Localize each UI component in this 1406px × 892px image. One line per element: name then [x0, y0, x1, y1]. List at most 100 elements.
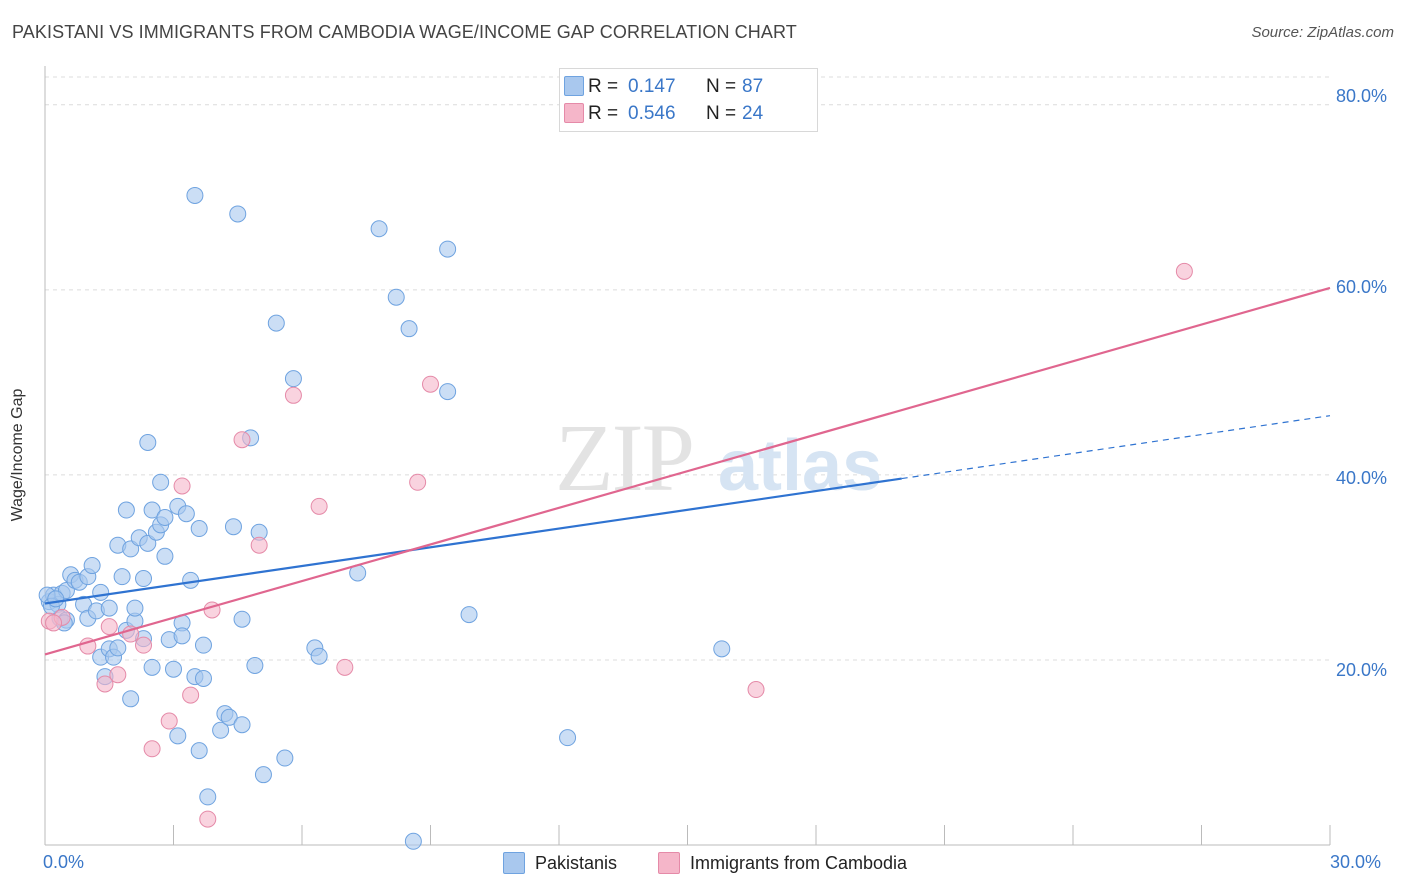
point-cambodia: [284, 386, 302, 404]
point-cambodia: [135, 636, 153, 654]
bottom-legend-swatch-pakistanis: [503, 852, 525, 874]
point-pakistanis: [194, 669, 212, 687]
point-cambodia: [109, 666, 127, 684]
point-pakistanis: [439, 383, 457, 401]
point-pakistanis: [139, 433, 157, 451]
point-pakistanis: [190, 520, 208, 538]
point-pakistanis: [152, 473, 170, 491]
point-pakistanis: [212, 721, 230, 739]
bottom-legend-item-pakistanis: Pakistanis: [503, 852, 617, 874]
point-pakistanis: [199, 788, 217, 806]
legend-r-label: R =: [588, 76, 619, 97]
bottom-legend-swatch-cambodia: [658, 852, 680, 874]
point-cambodia: [182, 686, 200, 704]
bottom-legend-item-cambodia: Immigrants from Cambodia: [658, 852, 907, 874]
point-pakistanis: [100, 599, 118, 617]
legend-n-label: N =: [706, 103, 737, 124]
point-cambodia: [310, 497, 328, 515]
point-pakistanis: [165, 660, 182, 678]
point-pakistanis: [190, 742, 208, 760]
point-pakistanis: [387, 288, 405, 306]
point-cambodia: [173, 477, 191, 495]
point-pakistanis: [310, 647, 328, 665]
point-pakistanis: [254, 766, 272, 784]
y-tick-80: 80.0%: [1336, 86, 1388, 106]
point-pakistanis: [186, 186, 204, 204]
point-pakistanis: [439, 240, 457, 258]
point-pakistanis: [220, 708, 238, 726]
point-pakistanis: [109, 639, 127, 657]
point-pakistanis: [229, 205, 247, 223]
point-pakistanis: [92, 583, 110, 601]
axes: [44, 66, 1331, 846]
x-tick-max: 30.0%: [1330, 852, 1382, 872]
legend-r-label: R =: [588, 103, 619, 124]
point-pakistanis: [284, 370, 302, 388]
point-pakistanis: [194, 636, 212, 654]
legend-n-label: N =: [706, 76, 737, 97]
bottom-legend-label-pakistanis: Pakistanis: [535, 852, 618, 873]
point-pakistanis: [177, 505, 195, 523]
point-pakistanis: [113, 568, 131, 586]
point-pakistanis: [135, 570, 153, 588]
legend-n-value: 87: [742, 76, 764, 97]
point-cambodia: [1175, 262, 1193, 280]
gridlines: [45, 76, 1330, 661]
point-pakistanis: [404, 832, 422, 850]
point-pakistanis: [276, 749, 294, 767]
data-points: [38, 186, 1193, 850]
point-cambodia: [747, 681, 765, 699]
point-pakistanis: [169, 727, 187, 745]
point-cambodia: [160, 712, 178, 730]
x-tick-min: 0.0%: [43, 852, 85, 872]
trend-lines: [44, 286, 1331, 656]
point-pakistanis: [126, 599, 144, 617]
point-cambodia: [45, 614, 63, 632]
legend: R = 0.147 N = 87 R = 0.546 N = 24: [559, 68, 818, 132]
y-axis-label: Wage/Income Gap: [9, 388, 26, 522]
legend-swatch-pakistanis: [564, 76, 584, 96]
point-cambodia: [100, 618, 118, 636]
point-pakistanis: [47, 590, 65, 608]
point-cambodia: [250, 536, 268, 554]
point-cambodia: [336, 658, 354, 676]
point-pakistanis: [117, 501, 135, 519]
watermark-zip: ZIP: [555, 404, 693, 511]
point-cambodia: [199, 810, 217, 828]
point-pakistanis: [370, 220, 388, 238]
source-label: Source: ZipAtlas.com: [1251, 24, 1394, 41]
point-pakistanis: [224, 518, 242, 536]
point-cambodia: [409, 473, 427, 491]
point-pakistanis: [246, 656, 264, 674]
point-pakistanis: [267, 314, 285, 332]
point-pakistanis: [143, 658, 161, 676]
bottom-legend-label-cambodia: Immigrants from Cambodia: [690, 852, 908, 873]
legend-swatch-cambodia: [564, 103, 584, 123]
legend-row-cambodia: R = 0.546 N = 24: [564, 101, 764, 127]
point-pakistanis: [143, 501, 161, 519]
trend-line-pakistanis: [44, 477, 902, 605]
point-pakistanis: [173, 627, 191, 645]
trend-line-pakistanis-extension: [901, 415, 1331, 480]
point-pakistanis: [559, 729, 577, 747]
y-tick-40: 40.0%: [1336, 468, 1388, 488]
point-cambodia: [96, 675, 114, 693]
point-cambodia: [233, 431, 251, 449]
y-tick-20: 20.0%: [1336, 660, 1388, 680]
legend-row-pakistanis: R = 0.147 N = 87: [564, 74, 764, 100]
point-pakistanis: [156, 508, 174, 526]
point-pakistanis: [460, 606, 478, 624]
point-pakistanis: [233, 716, 251, 734]
point-cambodia: [422, 375, 439, 393]
point-pakistanis: [233, 610, 251, 628]
legend-r-value: 0.147: [628, 76, 676, 97]
chart-title: PAKISTANI VS IMMIGRANTS FROM CAMBODIA WA…: [12, 22, 797, 42]
trend-line-cambodia: [44, 286, 1331, 656]
point-pakistanis: [122, 690, 140, 708]
legend-n-value: 24: [742, 103, 764, 124]
point-pakistanis: [156, 547, 174, 565]
point-pakistanis: [83, 557, 101, 575]
y-tick-60: 60.0%: [1336, 277, 1388, 297]
point-pakistanis: [400, 320, 418, 338]
legend-r-value: 0.546: [628, 103, 676, 124]
